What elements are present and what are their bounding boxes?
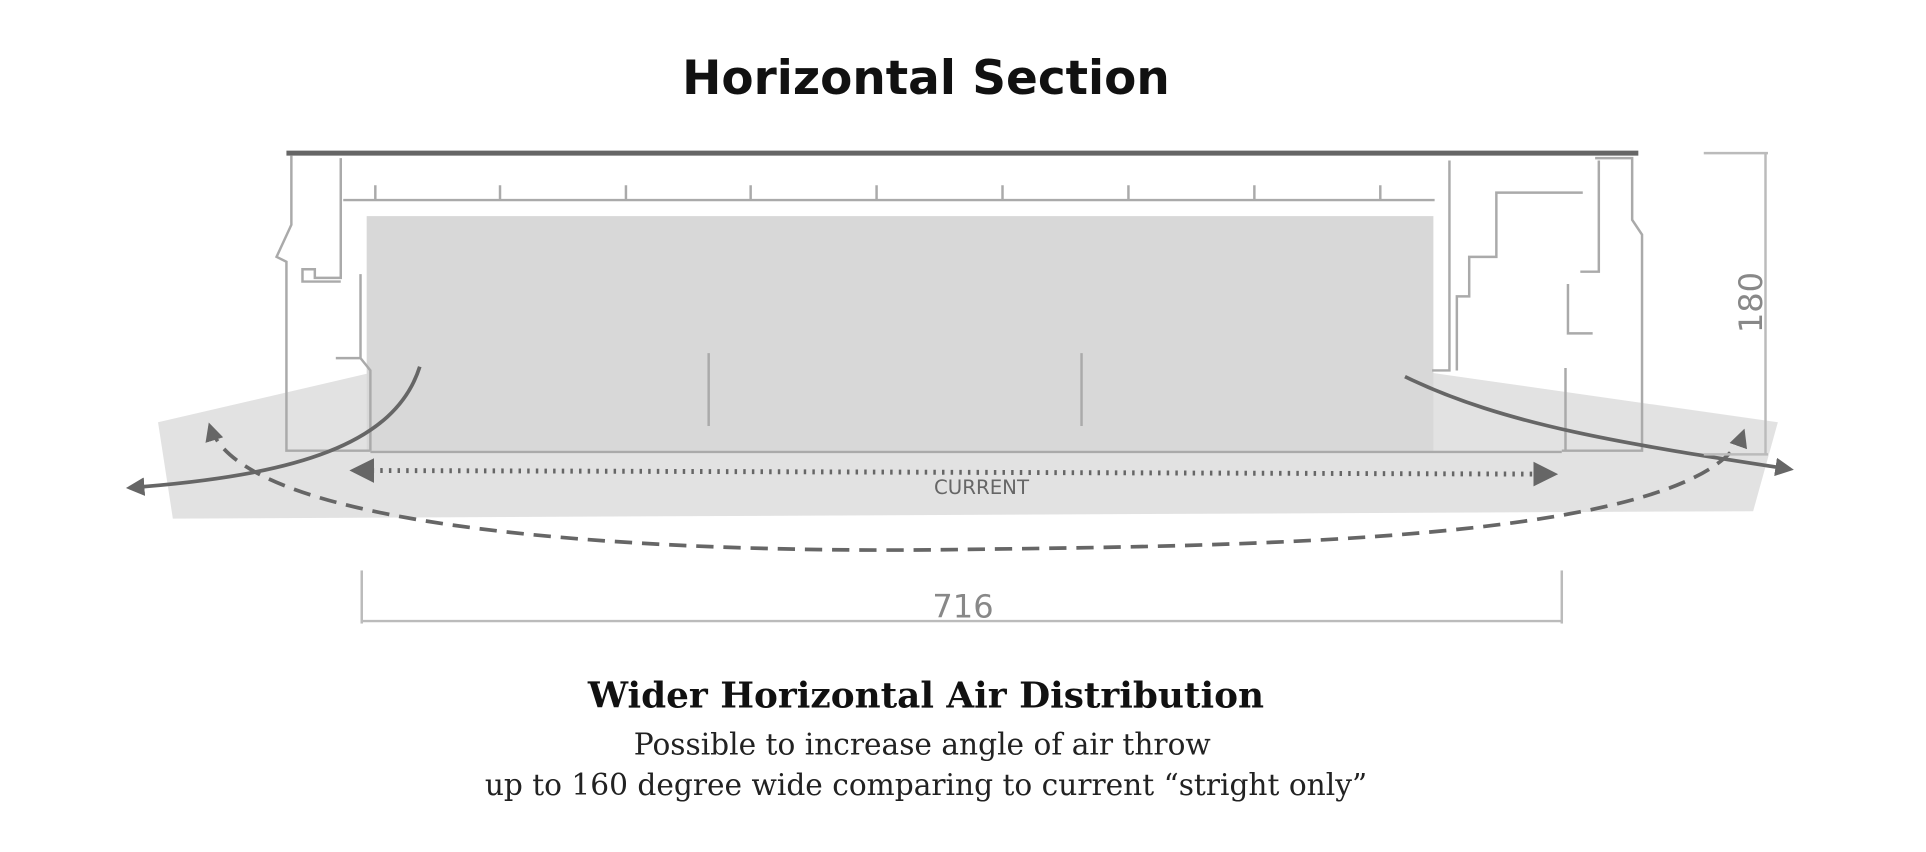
width-label: 716 [932,587,993,625]
unit-outline [274,150,1644,454]
width-dimension [360,570,1564,624]
current-label: CURRENT [934,476,1030,499]
left-flow-arrow [125,366,422,496]
current-throw-arrow [349,458,1559,487]
unit-body [366,216,1434,451]
wide-throw-arrow [205,422,1747,552]
title: Horizontal Section [682,51,1170,106]
caption-line: Possible to increase angle of air throw [634,726,1211,761]
height-dimension [1703,151,1768,456]
height-label: 180 [1732,272,1770,333]
right-flow-arrow [1404,374,1794,477]
caption-line: up to 160 degree wide comparing to curre… [485,767,1367,802]
caption-heading: Wider Horizontal Air Distribution [587,674,1264,716]
